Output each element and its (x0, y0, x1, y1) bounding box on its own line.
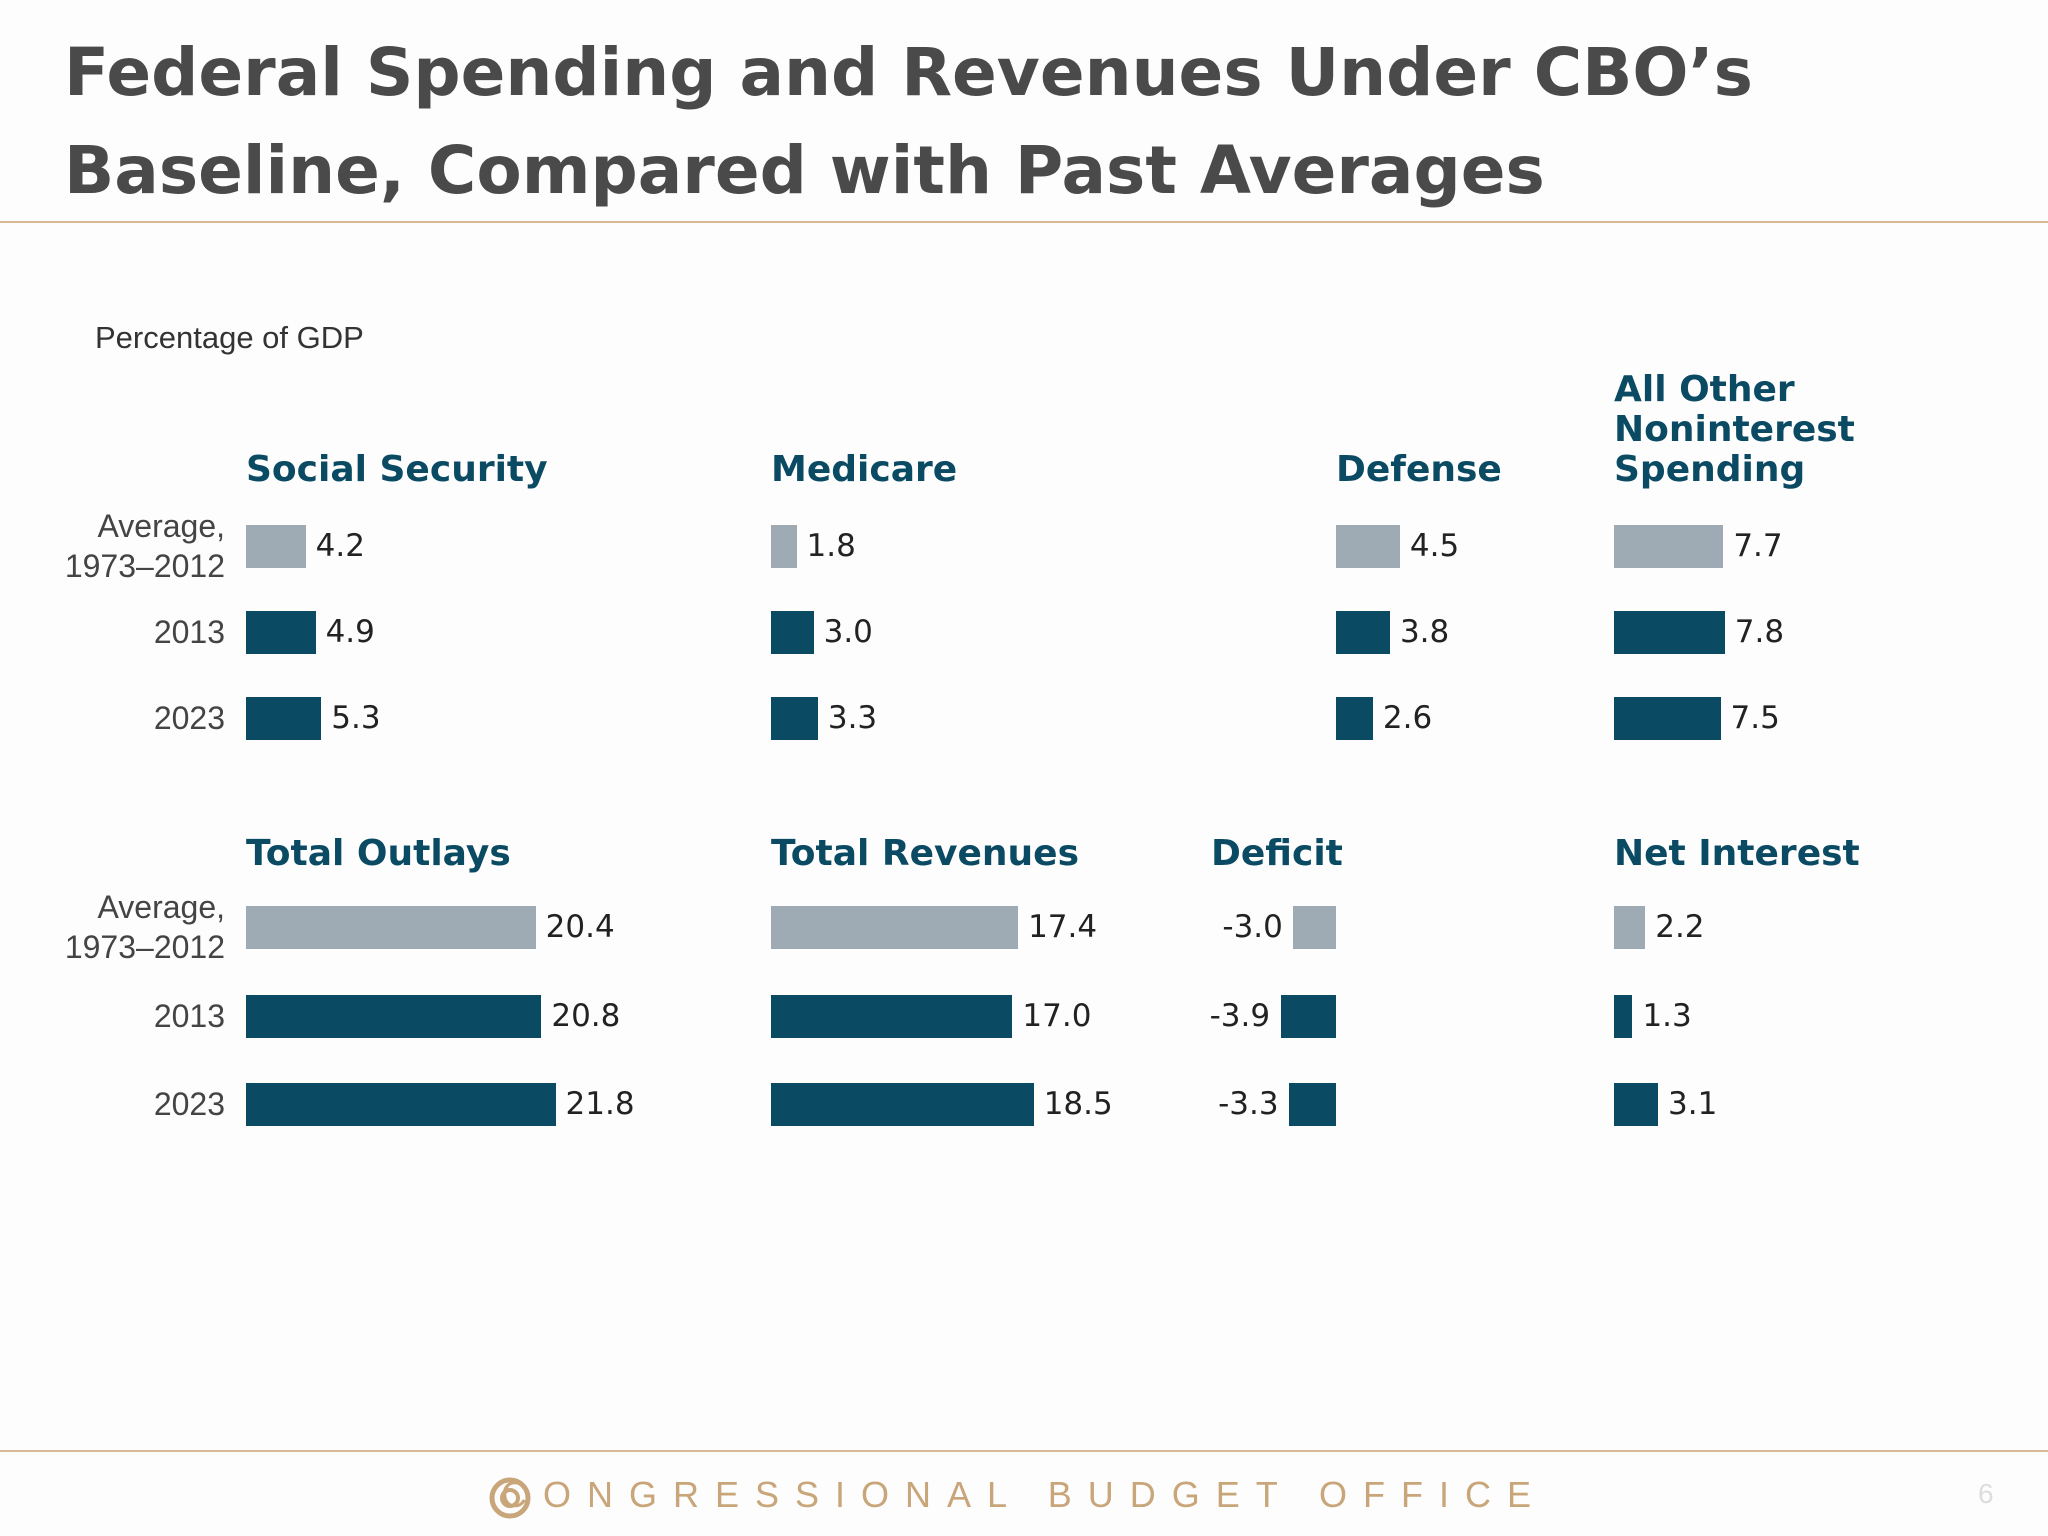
bar (1280, 994, 1336, 1038)
bar (1614, 1082, 1659, 1126)
header-rule (0, 221, 2048, 223)
bar (771, 610, 814, 654)
value-label: 7.5 (1730, 700, 1780, 736)
value-label: 1.3 (1642, 998, 1692, 1034)
subtitle: Percentage of GDP (95, 320, 364, 355)
slide-title: Federal Spending and Revenues Under CBO’… (64, 34, 1753, 209)
bar (1614, 994, 1633, 1038)
bar (246, 610, 316, 654)
bar (771, 994, 1013, 1038)
bar (771, 905, 1019, 949)
bar (246, 524, 306, 568)
bar (1614, 610, 1725, 654)
value-label: 3.3 (827, 700, 878, 736)
value-label: 20.8 (551, 998, 621, 1034)
value-label: 20.4 (545, 909, 615, 945)
category-label: 2013 (153, 614, 225, 650)
value-label: 18.5 (1043, 1086, 1113, 1122)
value-label: -3.0 (1222, 909, 1283, 945)
value-label: -3.3 (1218, 1086, 1279, 1122)
chart-title: Total Outlays (246, 833, 511, 874)
value-label: 7.8 (1734, 614, 1785, 650)
bar (1336, 696, 1373, 740)
bar (246, 994, 542, 1038)
bar (246, 1082, 556, 1126)
category-label: 2013 (153, 998, 225, 1034)
chart-title: Net Interest (1614, 833, 1860, 874)
chart-title: Defense (1336, 449, 1502, 490)
value-label: 17.0 (1022, 998, 1092, 1034)
bar (771, 1082, 1034, 1126)
bar (246, 905, 536, 949)
value-label: 3.1 (1668, 1086, 1718, 1122)
bar (771, 524, 797, 568)
bar (1614, 696, 1721, 740)
chart-title: All Other Noninterest Spending (1614, 369, 1855, 490)
bar (1336, 610, 1390, 654)
value-label: 1.8 (806, 528, 856, 564)
page-number: 6 (1978, 1478, 1994, 1509)
category-label: 2023 (153, 1086, 225, 1122)
category-label: Average, 1973–2012 (64, 508, 225, 584)
value-label: 17.4 (1028, 909, 1098, 945)
bar (1336, 524, 1400, 568)
value-label: 2.2 (1655, 909, 1705, 945)
value-label: -3.9 (1209, 998, 1271, 1034)
category-label: 2023 (153, 700, 225, 736)
chart-title: Deficit (1211, 833, 1343, 874)
value-label: 4.9 (325, 614, 375, 650)
bar (1614, 905, 1646, 949)
value-label: 2.6 (1382, 700, 1433, 736)
value-label: 3.8 (1399, 614, 1450, 650)
footer: CONGRESSIONAL BUDGET OFFICE (500, 1474, 1548, 1515)
cbo-logo (489, 1477, 531, 1519)
value-label: 3.0 (823, 614, 873, 650)
value-label: 5.3 (331, 700, 381, 736)
bar (771, 696, 818, 740)
footer-rule (0, 1450, 2048, 1452)
chart-title: Medicare (771, 449, 958, 490)
category-label: Average, 1973–2012 (64, 889, 225, 965)
bar (1289, 1082, 1336, 1126)
bar (246, 696, 322, 740)
value-label: 4.2 (315, 528, 365, 564)
chart-title: Total Revenues (771, 833, 1080, 874)
value-label: 4.5 (1409, 528, 1460, 564)
bar (1293, 905, 1336, 949)
value-label: 21.8 (565, 1086, 635, 1122)
bar (1614, 524, 1724, 568)
chart-title: Social Security (246, 449, 548, 490)
value-label: 7.7 (1733, 528, 1783, 564)
